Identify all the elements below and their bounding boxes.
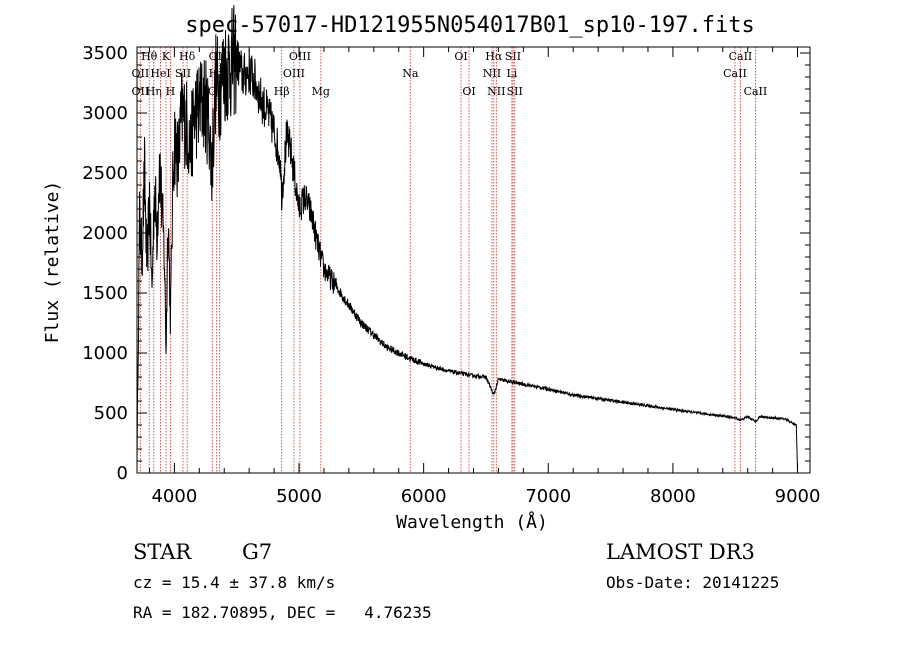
coordinates: RA = 182.70895, DEC = 4.76235 <box>133 603 432 622</box>
spectral-line-label: G <box>208 85 217 98</box>
spectral-line-label: SII <box>507 85 523 98</box>
survey-name: LAMOST DR3 <box>606 540 755 564</box>
y-tick-label: 3500 <box>82 43 128 64</box>
flux-series-line <box>136 5 798 471</box>
spectral-line-label: SII <box>505 50 521 63</box>
spectral-line-label: OI <box>454 50 467 63</box>
spectral-line-label: Hδ <box>179 50 196 63</box>
spectral-line-label: CaII <box>729 50 753 63</box>
spectral-line-label: NII <box>483 67 501 80</box>
y-tick-label: 2000 <box>82 223 128 244</box>
spectral-line-label: OIII <box>289 50 311 63</box>
spectral-line-label: OIII <box>283 67 305 80</box>
chart-title: spec-57017-HD121955N054017B01_sp10-197.f… <box>185 13 755 38</box>
spectral-line-label: Mg <box>312 85 330 98</box>
y-axis-ticks: 0 500 1000 1500 2000 2500 3000 3500 <box>82 43 810 484</box>
y-tick-label: 0 <box>117 463 128 484</box>
y-tick-label: 1500 <box>82 283 128 304</box>
x-tick-label: 8000 <box>650 486 696 507</box>
object-subclass: G7 <box>242 540 273 564</box>
spectral-line-label: Hα <box>485 50 503 63</box>
spectral-line-label: HeI <box>150 67 170 80</box>
x-tick-label: 4000 <box>151 486 197 507</box>
x-tick-label: 6000 <box>401 486 447 507</box>
spectral-line-label: OII <box>132 67 150 80</box>
y-tick-label: 3000 <box>82 103 128 124</box>
spectral-line-label: H <box>166 85 176 98</box>
spectral-line-label: OI <box>462 85 475 98</box>
object-class: STAR <box>133 540 192 564</box>
observation-date: Obs-Date: 20141225 <box>606 573 780 592</box>
spectral-line-label: CaII <box>744 85 768 98</box>
x-axis-ticks: 4000 5000 6000 7000 8000 9000 <box>148 47 821 507</box>
spectral-line-label: Hβ <box>274 85 290 98</box>
y-axis-label: Flux (relative) <box>42 181 63 344</box>
spectral-line-label: CaII <box>723 67 747 80</box>
spectral-line-label: NII <box>487 85 505 98</box>
x-tick-label: 9000 <box>775 486 821 507</box>
y-tick-label: 500 <box>94 403 128 424</box>
spectral-line-label: OII <box>132 85 150 98</box>
y-tick-label: 2500 <box>82 163 128 184</box>
spectral-line-label: K <box>162 50 171 63</box>
plot-frame <box>136 46 811 474</box>
x-tick-label: 7000 <box>525 486 571 507</box>
spectral-line-label: Hη <box>146 85 162 98</box>
redshift-cz: cz = 15.4 ± 37.8 km/s <box>133 573 336 592</box>
spectral-line-label: SII <box>175 67 191 80</box>
spectral-line-label: Li <box>506 67 517 80</box>
spectral-line-label: Na <box>402 67 419 80</box>
x-tick-label: 5000 <box>276 486 322 507</box>
y-tick-label: 1000 <box>82 343 128 364</box>
x-axis-label: Wavelength (Å) <box>396 511 548 533</box>
